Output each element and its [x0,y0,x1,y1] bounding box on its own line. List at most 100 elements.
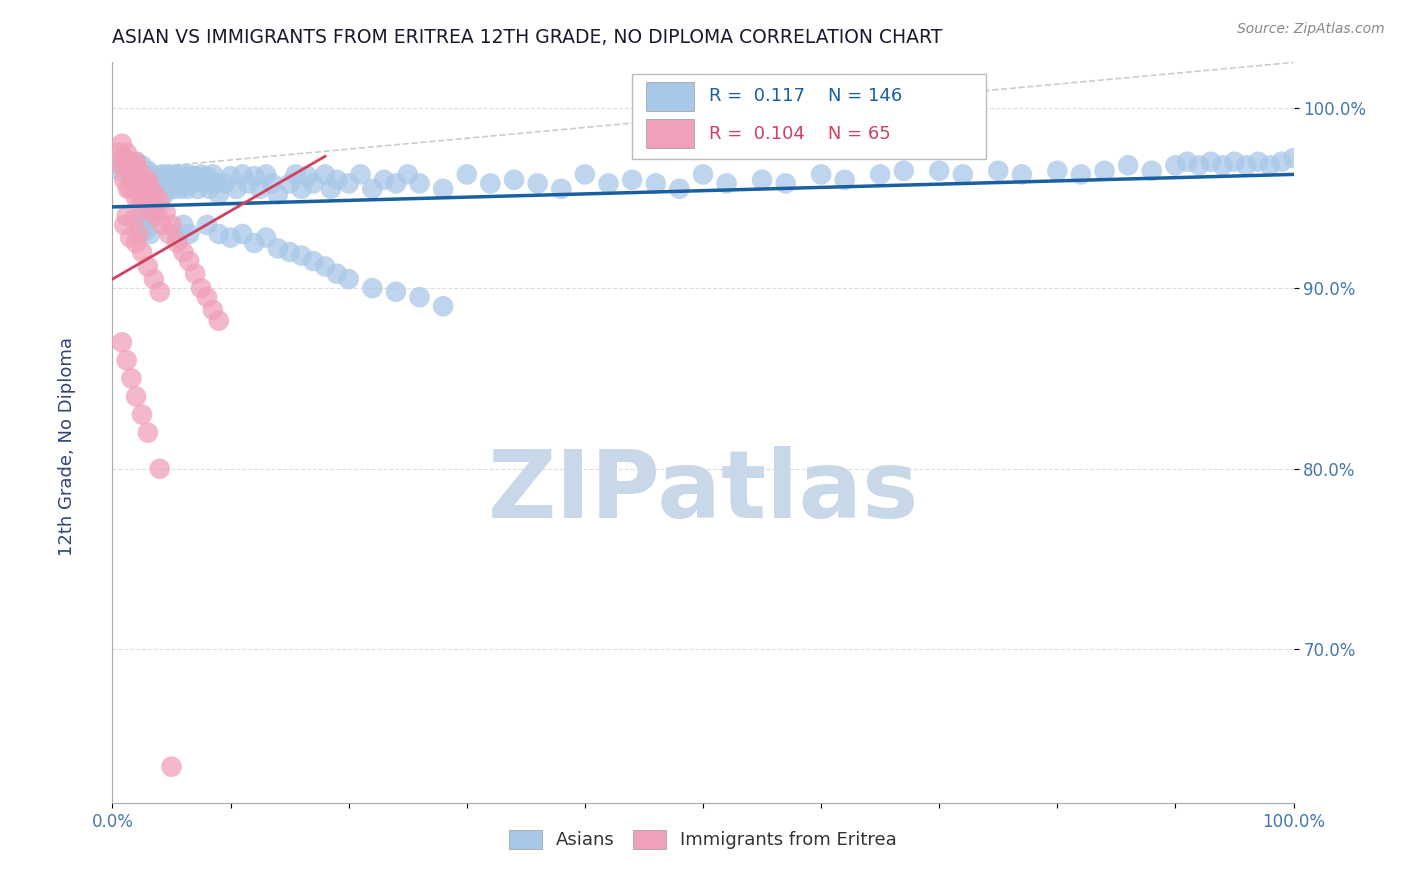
Point [112,151,135,165]
Point [150,218,173,232]
Point [124,173,146,187]
Point [127,227,149,241]
Point [149,173,172,187]
Point [115,209,138,223]
Point [120,173,142,187]
Point [987,163,1010,178]
Point [172,245,194,260]
Text: ASIAN VS IMMIGRANTS FROM ERITREA 12TH GRADE, NO DIPLOMA CORRELATION CHART: ASIAN VS IMMIGRANTS FROM ERITREA 12TH GR… [112,28,943,47]
Point [1247,154,1270,169]
Point [260,177,283,191]
Point [163,182,186,196]
Point [160,173,183,187]
Point [166,230,188,244]
Point [146,209,169,223]
Point [1140,163,1163,178]
Point [128,218,150,232]
Point [267,187,290,202]
Point [1116,158,1139,172]
Point [1070,168,1092,182]
Point [1234,158,1257,172]
Point [179,168,201,182]
Point [143,182,166,196]
Point [149,182,172,196]
Point [138,177,160,191]
Point [408,177,430,191]
Point [120,182,142,196]
Point [225,182,247,196]
Point [157,227,180,241]
Point [135,223,157,237]
Point [155,205,177,219]
Point [1212,158,1234,172]
Text: R =  0.104    N = 65: R = 0.104 N = 65 [709,125,890,143]
Point [127,173,149,187]
Point [408,290,430,304]
Point [176,182,198,196]
Point [1046,163,1069,178]
Point [456,168,478,182]
Point [174,169,197,184]
Point [166,177,188,191]
Point [135,178,157,193]
Point [385,177,408,191]
Point [120,173,142,187]
Point [156,182,179,196]
Point [184,169,207,184]
Point [143,187,166,202]
Point [201,168,224,182]
Point [136,260,159,274]
Point [122,212,145,227]
Point [385,285,408,299]
Point [127,173,149,187]
Point [112,218,135,232]
Point [349,168,371,182]
Point [169,182,191,196]
Point [184,267,207,281]
Point [550,182,572,196]
Point [337,177,360,191]
Point [142,177,165,191]
Point [432,299,454,313]
Point [198,182,221,196]
Point [1175,154,1198,169]
Point [314,260,336,274]
Point [127,182,149,196]
Point [668,182,690,196]
FancyBboxPatch shape [647,120,693,147]
Point [139,227,162,241]
Text: Source: ZipAtlas.com: Source: ZipAtlas.com [1237,22,1385,37]
Point [1271,154,1294,169]
Point [208,187,231,202]
Point [195,218,218,232]
Point [297,169,319,184]
Point [142,191,165,205]
Point [319,182,342,196]
Point [314,168,336,182]
Point [869,168,891,182]
Point [128,173,150,187]
Point [1258,158,1281,172]
Point [149,461,172,475]
Point [125,191,148,205]
Point [373,173,395,187]
Point [136,163,159,178]
Point [155,173,177,187]
Point [290,182,312,196]
Point [284,168,307,182]
Point [122,182,145,196]
Point [503,173,526,187]
Point [238,177,260,191]
Point [142,169,165,184]
Point [125,154,148,169]
Point [526,177,548,191]
Point [149,285,172,299]
Point [142,200,165,214]
Point [139,182,162,196]
Point [249,182,271,196]
Point [952,168,974,182]
Point [135,182,157,196]
Point [131,408,153,422]
Point [254,230,277,244]
Point [208,227,231,241]
